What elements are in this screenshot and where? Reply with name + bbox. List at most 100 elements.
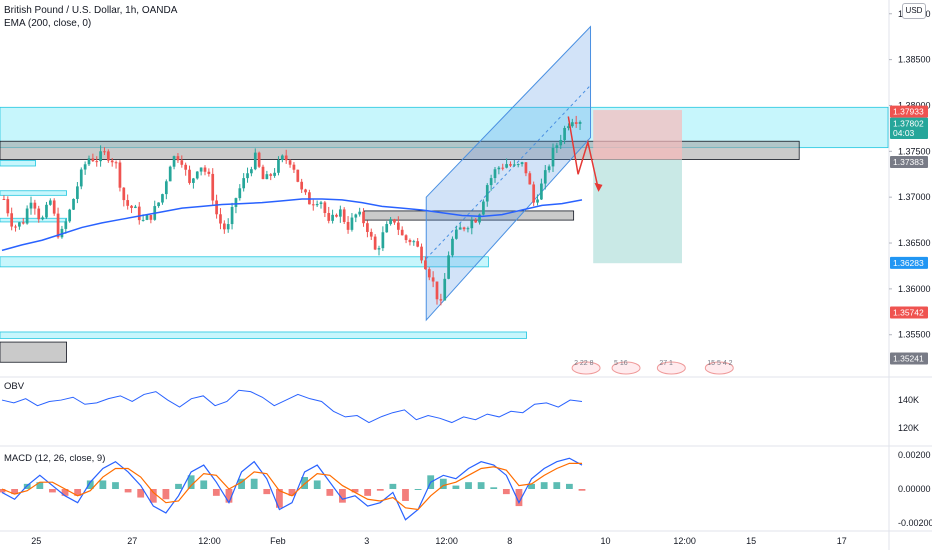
price-label-text: 1.35241: [893, 353, 924, 363]
candle-down: [114, 162, 118, 164]
macd-histogram-bar: [162, 489, 170, 500]
obv-legend[interactable]: OBV: [4, 381, 25, 392]
support-zone: [0, 331, 527, 339]
ema-legend[interactable]: EMA (200, close, 0): [4, 18, 92, 29]
candle-up: [29, 202, 33, 209]
candle-down: [110, 160, 114, 163]
support-zone: [0, 160, 36, 167]
candle-up: [516, 164, 520, 166]
price-tick-label: 1.35500: [898, 330, 931, 340]
macd-line: [1, 457, 583, 521]
candle-down: [257, 152, 261, 167]
candle-down: [439, 299, 443, 301]
macd-histogram-bar: [402, 489, 409, 501]
candle-up: [199, 167, 203, 172]
candle-up: [79, 169, 83, 187]
obv-tick-label: 140K: [898, 395, 919, 405]
candle-up: [18, 222, 21, 227]
symbol-legend[interactable]: British Pound / U.S. Dollar, 1h, OANDA: [4, 5, 178, 16]
candle-up: [48, 200, 52, 205]
candle-up: [250, 169, 253, 174]
candle-down: [369, 231, 373, 237]
macd-histogram-bar: [112, 482, 119, 489]
candle-down: [219, 214, 222, 224]
candle-down: [323, 202, 327, 214]
candle-up: [377, 248, 381, 250]
candle-up: [319, 202, 323, 204]
candle-down: [288, 160, 292, 165]
candle-up: [470, 220, 474, 229]
price-label-text: 1.37802: [893, 119, 924, 129]
time-tick-label: 27: [127, 536, 137, 546]
support-zone: [0, 217, 67, 223]
candle-down: [292, 164, 296, 170]
macd-histogram-bar: [490, 487, 498, 489]
candle-up: [385, 224, 389, 233]
price-label: [890, 117, 928, 130]
time-tick-label: 12:00: [435, 536, 458, 546]
ema-line: [1, 198, 583, 252]
candle-up: [555, 145, 559, 148]
candle-down: [335, 214, 338, 217]
currency-button[interactable]: USD: [902, 3, 926, 19]
price-label: [890, 156, 928, 169]
time-tick-label: 15: [746, 536, 756, 546]
macd-histogram-bar: [212, 489, 220, 496]
candle-up: [238, 188, 242, 199]
macd-histogram-bar: [124, 489, 132, 493]
candle-down: [404, 235, 408, 241]
macd-legend[interactable]: MACD (12, 26, close, 9): [4, 453, 106, 464]
economic-event-badge: [704, 361, 734, 375]
candle-up: [563, 127, 566, 140]
macd-histogram-bar: [99, 480, 107, 489]
macd-histogram-bar: [376, 489, 384, 491]
candle-up: [195, 171, 199, 179]
candle-up: [493, 169, 497, 179]
candle-down: [528, 173, 532, 185]
macd-histogram-bar: [250, 478, 258, 489]
candle-up: [350, 217, 354, 230]
candle-down: [427, 269, 431, 278]
candle-down: [95, 161, 99, 163]
macd-histogram-bar: [578, 489, 586, 491]
macd-histogram-bar: [515, 489, 523, 507]
resistance-zone: [0, 341, 67, 363]
candle-up: [87, 158, 91, 165]
price-tick-label: 1.38500: [898, 55, 931, 65]
candle-down: [342, 209, 346, 222]
candle-down: [300, 181, 304, 190]
candle-up: [72, 198, 75, 210]
candle-up: [520, 162, 524, 165]
candle-up: [478, 214, 481, 223]
time-tick-label: 12:00: [198, 536, 221, 546]
macd-tick-label: -0.00200: [898, 518, 932, 528]
candle-down: [184, 164, 188, 170]
candle-down: [400, 229, 404, 236]
candle-down: [137, 206, 141, 221]
candle-up: [41, 217, 44, 220]
candle-down: [408, 240, 412, 243]
projection-arrow: [567, 116, 600, 190]
candle-down: [52, 200, 56, 214]
price-tick-label: 1.36000: [898, 284, 931, 294]
candle-up: [505, 164, 508, 168]
candle-up: [338, 209, 342, 217]
candle-up: [230, 206, 234, 225]
economic-event-badge: [611, 361, 641, 375]
obv-line: [1, 389, 583, 424]
time-tick-label: 8: [507, 536, 512, 546]
macd-histogram-bar: [313, 480, 321, 489]
candle-down: [130, 205, 133, 208]
candle-down: [501, 167, 505, 169]
candle-up: [567, 126, 570, 128]
candle-up: [451, 238, 454, 256]
candle-down: [435, 281, 439, 300]
candle-up: [253, 152, 257, 170]
macd-histogram-bar: [200, 480, 208, 489]
macd-histogram-bar: [364, 489, 372, 496]
candle-down: [203, 167, 207, 172]
time-tick-label: Feb: [270, 536, 286, 546]
macd-histogram-bar: [502, 489, 510, 495]
